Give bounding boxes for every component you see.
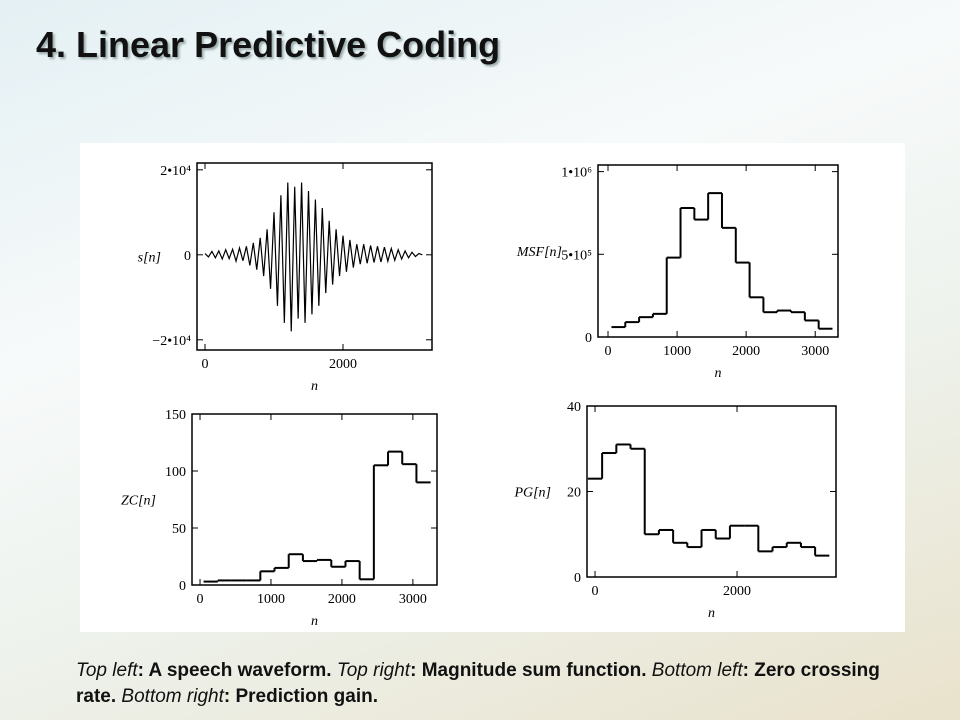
y-tick-label: 1•10⁶ — [561, 166, 592, 181]
plot-frame — [191, 413, 438, 586]
x-tick-label: 2000 — [329, 357, 357, 372]
y-tick-label: 50 — [172, 522, 186, 537]
caption-label: Top left — [76, 660, 138, 681]
y-tick-label: 20 — [567, 486, 581, 501]
y-axis-label: ZC[n] — [121, 494, 156, 509]
y-tick-label: 100 — [165, 465, 186, 480]
caption-label: Bottom left — [651, 660, 743, 681]
caption-text: : A speech waveform. — [137, 660, 337, 681]
y-tick-label: 0 — [585, 331, 592, 346]
x-tick-label: 1000 — [663, 344, 691, 359]
x-tick-label: 3000 — [801, 344, 829, 359]
slide-title: 4. Linear Predictive Coding — [36, 24, 501, 65]
x-tick-label: 2000 — [723, 584, 751, 599]
y-tick-label: 0 — [574, 571, 581, 586]
y-tick-label: 40 — [567, 400, 581, 415]
x-tick-label: 3000 — [399, 592, 427, 607]
x-tick-label: 0 — [202, 357, 209, 372]
x-tick-label: 0 — [197, 592, 204, 607]
x-axis-label: n — [708, 606, 715, 621]
plot-frame — [196, 162, 433, 351]
x-tick-label: 1000 — [257, 592, 285, 607]
x-tick-label: 0 — [605, 344, 612, 359]
x-axis-label: n — [715, 366, 722, 381]
caption-text: : Magnitude sum function. — [410, 660, 652, 681]
x-axis-label: n — [311, 379, 318, 394]
caption-label: Bottom right — [121, 686, 224, 707]
caption: Top left: A speech waveform. Top right: … — [76, 658, 896, 710]
y-tick-label: 0 — [184, 249, 191, 264]
y-tick-label: 150 — [165, 408, 186, 423]
y-tick-label: 2•10⁴ — [160, 164, 191, 179]
y-tick-label: −2•10⁴ — [152, 334, 191, 349]
y-axis-label: s[n] — [138, 251, 161, 266]
caption-text: : Prediction gain. — [223, 686, 378, 707]
x-tick-label: 0 — [592, 584, 599, 599]
y-axis-label: MSF[n] — [516, 245, 562, 260]
plot-frame — [597, 164, 839, 338]
caption-label: Top right — [336, 660, 411, 681]
figure-background — [80, 143, 905, 632]
y-tick-label: 0 — [179, 579, 186, 594]
caption-text: : Zero crossing rate. — [76, 660, 880, 707]
waveform — [204, 182, 423, 332]
x-axis-label: n — [311, 614, 318, 629]
x-tick-label: 2000 — [328, 592, 356, 607]
y-tick-label: 5•10⁵ — [561, 248, 592, 263]
x-tick-label: 2000 — [732, 344, 760, 359]
y-axis-label: PG[n] — [513, 486, 551, 501]
